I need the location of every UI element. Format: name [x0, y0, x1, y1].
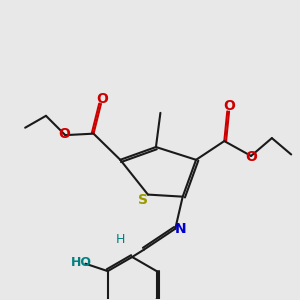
Text: O: O [97, 92, 108, 106]
Text: H: H [116, 233, 125, 246]
Text: O: O [245, 150, 257, 164]
Text: N: N [175, 222, 186, 236]
Text: S: S [139, 193, 148, 207]
Text: HO: HO [70, 256, 92, 269]
Text: O: O [223, 99, 235, 113]
Text: O: O [58, 127, 70, 141]
